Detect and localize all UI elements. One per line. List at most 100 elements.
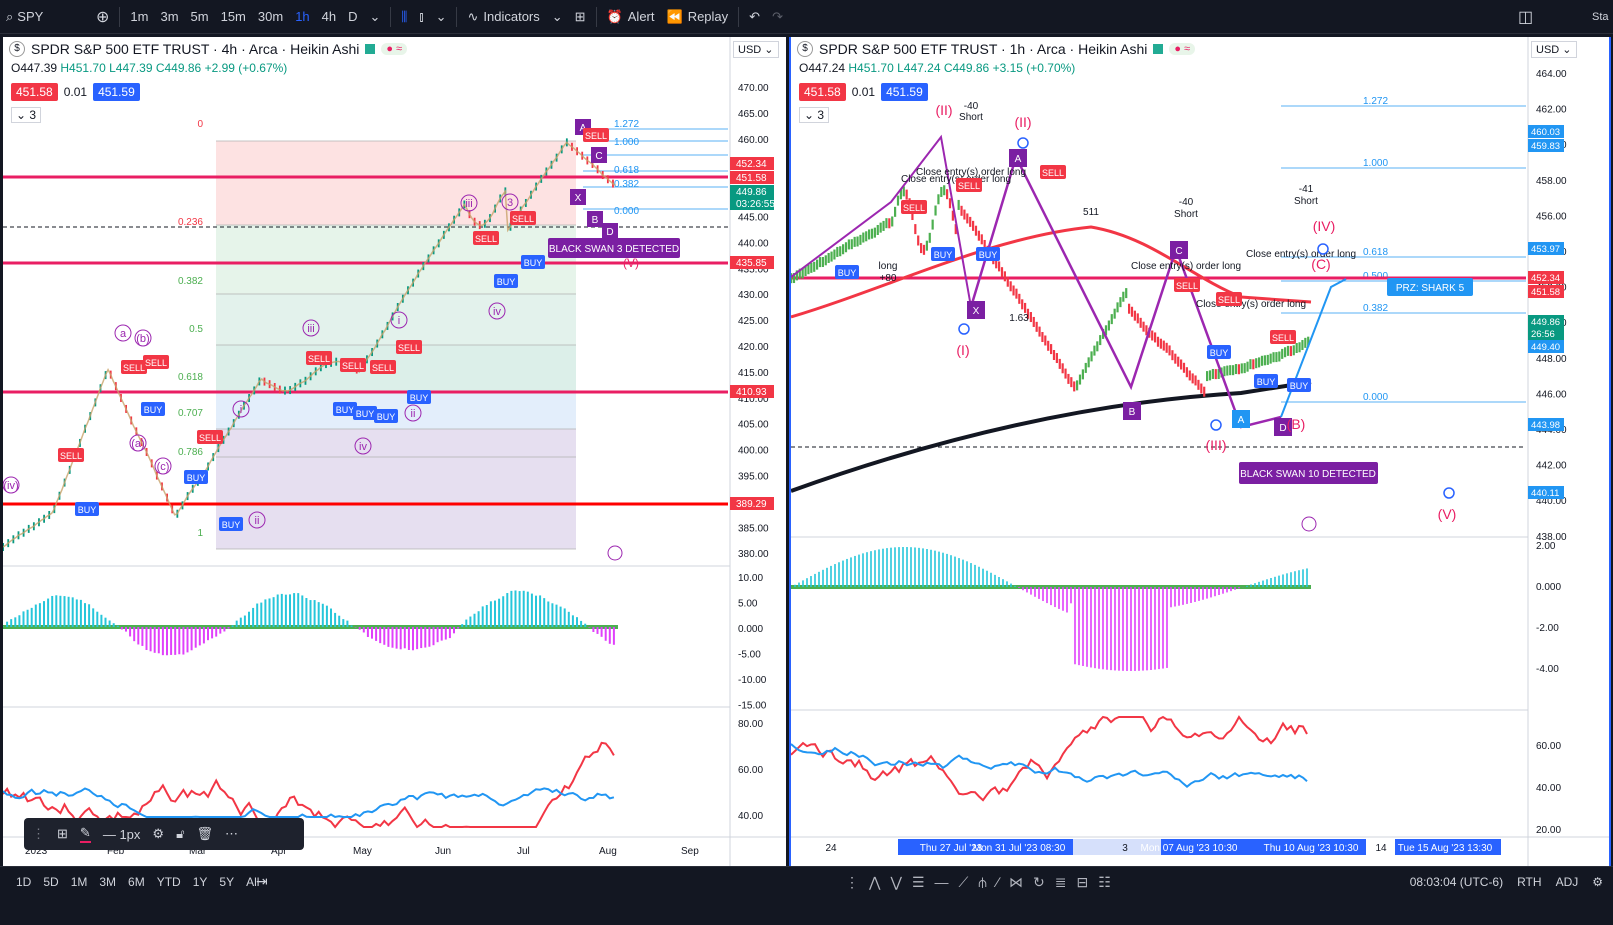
range-ytd[interactable]: YTD — [156, 875, 181, 889]
fib-retracement-icon[interactable]: ☰ — [911, 873, 925, 890]
buy-signal-label: BUY — [356, 409, 375, 419]
fib-zone-2 — [216, 294, 576, 345]
right-chart-canvas[interactable]: 1.2721.0000.6180.5000.3820.000XABCAD(II)… — [791, 37, 1611, 888]
range-6m[interactable]: 6M — [128, 875, 145, 889]
compare-add-button[interactable]: ⊕ — [96, 8, 110, 26]
candle — [850, 239, 853, 250]
elliott-wave-icon[interactable]: ⋀ — [869, 873, 881, 890]
top-right-text[interactable]: Sta — [1592, 10, 1609, 23]
interval-5m[interactable]: 5m — [190, 9, 209, 24]
drag-handle-icon[interactable]: ⋮ — [845, 873, 859, 890]
pattern-icon[interactable]: ⋈ — [1009, 873, 1024, 890]
candle — [1185, 367, 1188, 378]
rth-toggle[interactable]: RTH — [1517, 875, 1542, 889]
range-1y[interactable]: 1Y — [192, 875, 208, 889]
interval-3m[interactable]: 3m — [160, 9, 179, 24]
range-1d[interactable]: 1D — [16, 875, 32, 889]
range-1m[interactable]: 1M — [70, 875, 88, 889]
range-all[interactable]: All — [246, 875, 260, 889]
lock-icon[interactable]: 🔓︎ — [176, 826, 185, 841]
candle — [1252, 359, 1255, 370]
line-width-button[interactable]: — 1px — [102, 826, 141, 842]
harmonic-pattern-line — [791, 134, 972, 308]
wave-label-circle — [501, 193, 519, 211]
currency-select[interactable]: USD ⌄ — [733, 41, 779, 58]
buy-signal-label: BUY — [979, 250, 998, 260]
left-ohlc: O447.39 H451.70 L447.39 C449.86 +2.99 (+… — [11, 61, 287, 75]
indicator-collapse-toggle[interactable]: ⌄ 3 — [799, 107, 830, 123]
interval-1m[interactable]: 1m — [130, 9, 149, 24]
price-tag: 410.93 — [736, 387, 767, 398]
left-chart-canvas[interactable]: 0 0.236 0.382 0.5 0.618 0.707 0.786 1 1.272 1.000… — [3, 37, 786, 888]
price-tag-bg — [1528, 486, 1564, 499]
gann-icon[interactable]: ⊟ — [1076, 873, 1089, 890]
fib-extension-icon[interactable]: ☷ — [1098, 873, 1111, 890]
bar-style-icon[interactable]: ⫾ — [419, 8, 424, 24]
ray-icon[interactable]: ∕ — [996, 874, 1000, 890]
interval-15m[interactable]: 15m — [220, 9, 246, 24]
cycle-icon[interactable]: ↻ — [1033, 873, 1045, 890]
trash-icon[interactable]: 🗑︎ — [196, 826, 214, 841]
buy-price-button[interactable]: 451.59 — [881, 83, 928, 101]
fib-label: 1.000 — [1363, 158, 1388, 169]
drag-handle-icon[interactable]: ⋮ — [32, 826, 45, 841]
interval-dropdown-chevron-icon[interactable]: ⌄ — [369, 8, 381, 24]
templates-chevron-icon[interactable]: ⌄ — [551, 8, 563, 24]
candles-icon[interactable]: ⫼ — [401, 8, 408, 24]
symbol-search[interactable]: ⌕ SPY — [0, 0, 90, 34]
wave-label: iii — [465, 198, 472, 210]
chart-style-chevron-icon[interactable]: ⌄ — [435, 8, 447, 24]
left-chart-pane[interactable]: 0 0.236 0.382 0.5 0.618 0.707 0.786 1 1.272 1.000… — [3, 37, 786, 888]
bottom-toolbar: 1D 5D 1M 3M 6M YTD 1Y 5Y All ⇥ ⋮ ⋀ ⋁ ☰ — ⟋ ⫛ ∕ ⋈… — [0, 866, 1613, 925]
indicators-icon: ∿ — [467, 8, 479, 24]
candle — [1026, 308, 1030, 319]
adj-toggle[interactable]: ADJ — [1555, 875, 1579, 889]
pitchfork-icon[interactable]: ⫛ — [978, 873, 987, 890]
lightning-icon — [1301, 516, 1317, 532]
interval-1h[interactable]: 1h — [295, 9, 310, 24]
strategy-annotation: -40 — [964, 101, 979, 112]
indicators-button[interactable]: ∿ Indicators — [461, 0, 545, 34]
price-axis-tick: 460.00 — [738, 135, 769, 146]
interval-4h[interactable]: 4h — [321, 9, 337, 24]
price-axis-tick: 405.00 — [738, 420, 769, 431]
buy-price-button[interactable]: 451.59 — [93, 83, 140, 101]
price-tag-bg — [1528, 271, 1564, 284]
currency-select[interactable]: USD ⌄ — [1531, 41, 1577, 58]
indicator-collapse-toggle[interactable]: ⌄ 3 — [11, 107, 42, 123]
rsi-signal-line — [791, 743, 1308, 788]
right-chart-pane[interactable]: 1.2721.0000.6180.5000.3820.000XABCAD(II)… — [789, 37, 1611, 888]
settings-gear-icon[interactable]: ⚙ — [152, 826, 165, 841]
candle — [1024, 302, 1027, 313]
alert-button[interactable]: ⏰ Alert — [601, 0, 661, 34]
fib-channel-icon[interactable]: ≣ — [1054, 873, 1067, 890]
pen-icon[interactable]: ✎ — [79, 825, 91, 843]
candle — [905, 189, 908, 200]
more-icon[interactable]: ⋯ — [225, 826, 239, 841]
sell-price-button[interactable]: 451.58 — [799, 83, 846, 101]
goto-date-icon[interactable]: ⇥ — [256, 873, 268, 889]
horizontal-line-icon[interactable]: — — [934, 874, 949, 890]
trend-line-icon[interactable]: ⟋ — [958, 873, 969, 890]
range-5y[interactable]: 5Y — [219, 875, 235, 889]
xabcd-pattern-icon[interactable]: ⋁ — [890, 873, 902, 890]
sell-signal-box — [306, 351, 332, 365]
prz-label: PRZ: SHARK 5 — [1396, 283, 1465, 294]
layout-panel-icon[interactable]: ◫ — [1518, 8, 1534, 26]
interval-30m[interactable]: 30m — [257, 9, 284, 24]
clock-label[interactable]: 08:03:04 (UTC-6) — [1409, 875, 1504, 889]
redo-icon[interactable]: ↷ — [772, 8, 783, 24]
range-3m[interactable]: 3M — [99, 875, 117, 889]
osc-axis-tick: 0.000 — [738, 624, 763, 635]
replay-button[interactable]: ⏪ Replay — [661, 0, 735, 34]
ema-line — [791, 225, 1312, 319]
strategy-annotation: -40 — [1179, 197, 1194, 208]
undo-icon[interactable]: ↶ — [749, 8, 761, 24]
layout-grid-icon[interactable]: ⊞ — [574, 8, 586, 24]
sell-price-button[interactable]: 451.58 — [11, 83, 58, 101]
candle — [859, 234, 862, 245]
interval-D[interactable]: D — [348, 9, 358, 24]
templates-icon[interactable]: ⊞ — [57, 826, 68, 841]
settings-gear-icon[interactable]: ⚙ — [1592, 875, 1603, 889]
range-5d[interactable]: 5D — [43, 875, 59, 889]
